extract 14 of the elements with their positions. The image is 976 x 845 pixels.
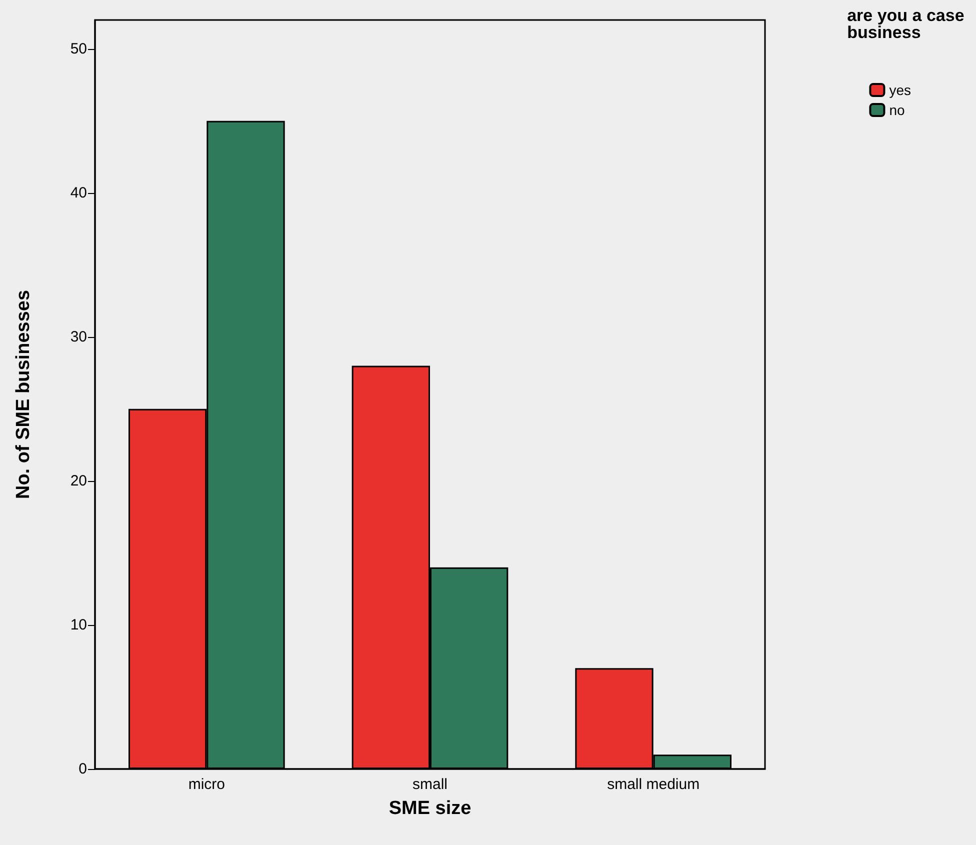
y-tick-label: 20 xyxy=(70,472,87,490)
legend-label: yes xyxy=(889,82,912,98)
y-tick-label: 50 xyxy=(70,40,87,58)
x-tick-label: small medium xyxy=(607,776,700,793)
y-tick-label: 40 xyxy=(70,184,87,202)
x-tick-label: small xyxy=(412,776,448,793)
legend-label: no xyxy=(889,102,905,118)
legend-title: are you a case business xyxy=(847,6,970,42)
y-tick-label: 30 xyxy=(70,328,87,346)
y-tick-label: 0 xyxy=(78,760,87,778)
y-tick-label: 10 xyxy=(70,616,87,634)
x-axis-title: SME size xyxy=(388,798,472,819)
y-axis-title: No. of SME businesses xyxy=(13,290,34,500)
x-tick-label: micro xyxy=(188,776,226,793)
